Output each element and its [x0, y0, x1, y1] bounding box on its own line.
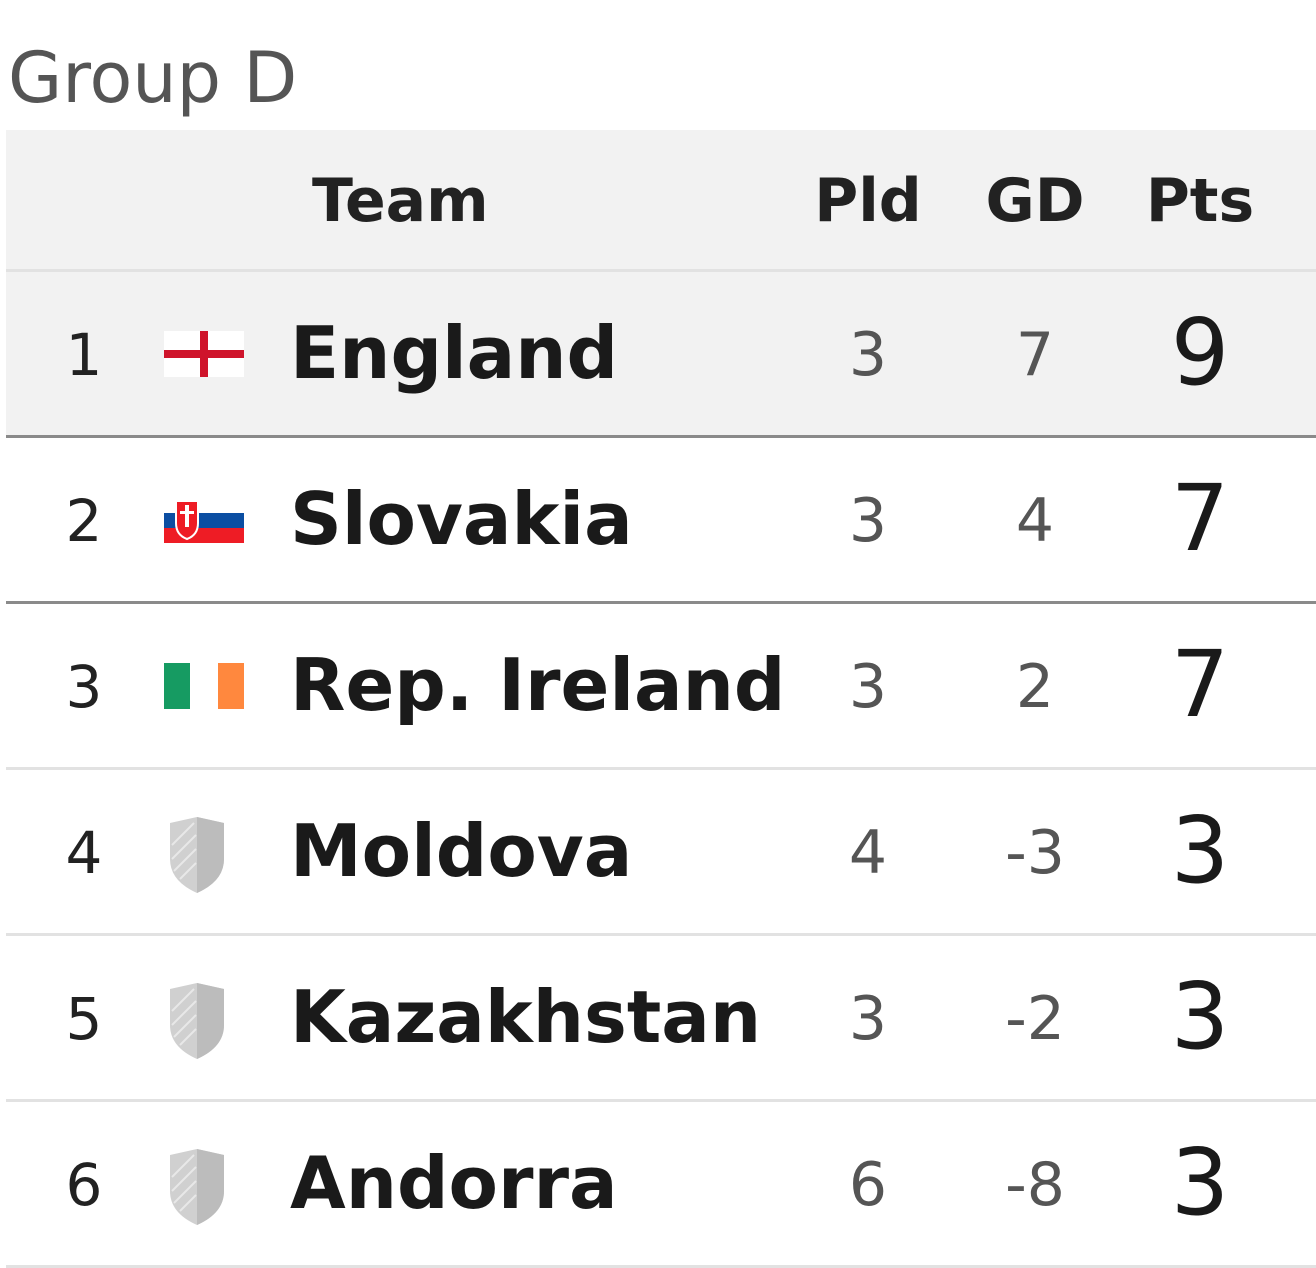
team-name: Rep. Ireland: [290, 643, 786, 727]
goal-difference: 2: [1015, 652, 1055, 722]
position: 2: [65, 487, 103, 555]
points: 3: [1170, 1129, 1230, 1236]
team-name: Slovakia: [290, 477, 633, 561]
column-header: Pld: [814, 166, 922, 236]
goal-difference: -2: [1005, 984, 1065, 1054]
table-header: [6, 130, 1316, 272]
team-crest-placeholder: [170, 983, 224, 1059]
position: 1: [65, 321, 103, 389]
points: 3: [1170, 797, 1230, 904]
position: 5: [65, 985, 103, 1053]
column-header: GD: [985, 166, 1085, 236]
column-header: Pts: [1145, 166, 1255, 236]
points: 3: [1170, 963, 1230, 1070]
position: 6: [65, 1151, 103, 1219]
goal-difference: 7: [1015, 320, 1055, 390]
played: 3: [848, 652, 888, 722]
goal-difference: -8: [1005, 1150, 1065, 1220]
played: 3: [848, 984, 888, 1054]
team-name: Andorra: [290, 1141, 618, 1225]
page: Group D Team Pld GD Pts 1 England 3 7 9 2 Slov…: [6, 37, 1316, 1268]
played: 3: [848, 320, 888, 390]
team-name: Kazakhstan: [290, 975, 762, 1059]
played: 6: [848, 1150, 888, 1220]
points: 7: [1170, 465, 1230, 572]
played: 4: [848, 818, 888, 888]
points: 9: [1170, 299, 1230, 406]
column-header: Team: [312, 166, 489, 236]
table-row: [6, 936, 1316, 1102]
team-flag: [164, 497, 244, 543]
position: 3: [65, 653, 103, 721]
goal-difference: 4: [1015, 486, 1055, 556]
points: 7: [1170, 631, 1230, 738]
team-flag: [164, 663, 244, 709]
table-row: [6, 770, 1316, 936]
team-crest-placeholder: [170, 1149, 224, 1225]
goal-difference: -3: [1005, 818, 1065, 888]
team-crest-placeholder: [170, 817, 224, 893]
played: 3: [848, 486, 888, 556]
team-name: England: [290, 311, 619, 395]
team-flag: [164, 331, 244, 377]
team-name: Moldova: [290, 809, 633, 893]
group-title: Group D: [8, 37, 298, 119]
position: 4: [65, 819, 103, 887]
